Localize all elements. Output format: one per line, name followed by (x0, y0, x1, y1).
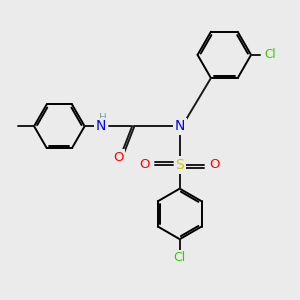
Text: O: O (140, 158, 150, 171)
Text: O: O (209, 158, 220, 171)
Text: Cl: Cl (264, 48, 276, 62)
Text: S: S (175, 158, 184, 172)
Text: H: H (100, 113, 107, 123)
Text: Cl: Cl (174, 251, 186, 264)
Text: O: O (113, 151, 123, 164)
Text: N: N (96, 119, 106, 133)
Text: N: N (175, 119, 185, 133)
